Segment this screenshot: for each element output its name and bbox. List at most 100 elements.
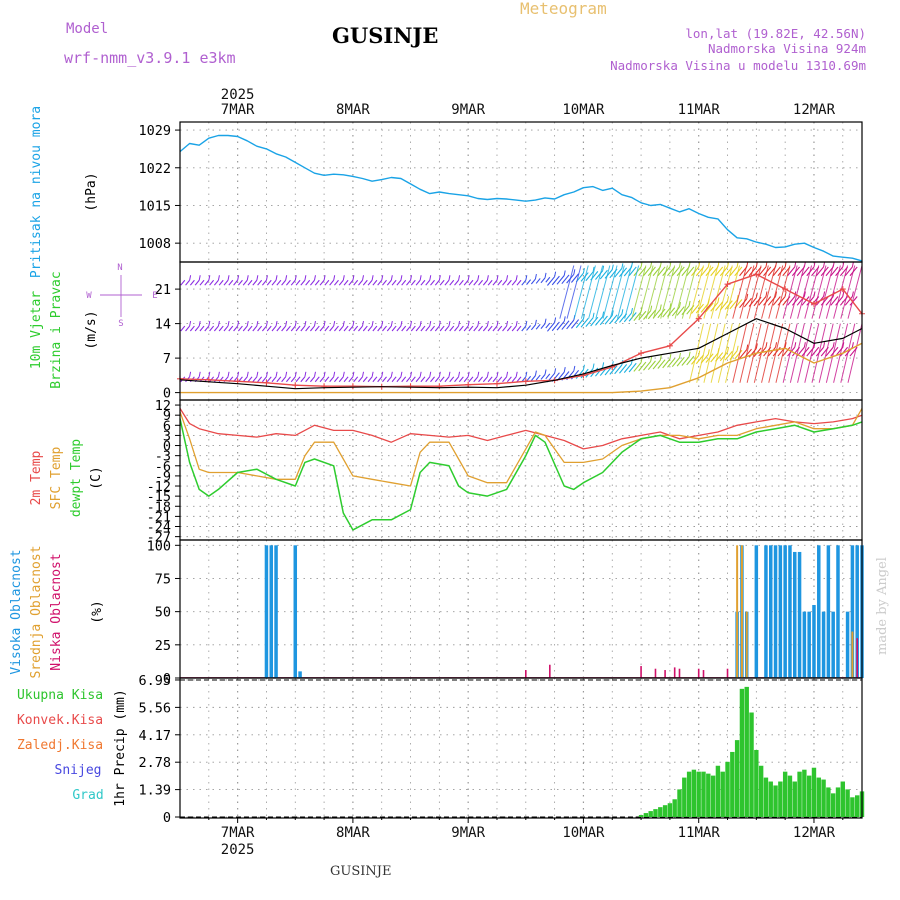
- high-cloud-bar: [797, 551, 802, 678]
- precip-bar: [830, 793, 836, 818]
- wind-hatch: [710, 323, 726, 383]
- wind-barb-tick: [265, 371, 268, 377]
- wind-barb-tick: [707, 261, 710, 268]
- wind-hatch: [703, 323, 719, 383]
- wind-barb-tick: [217, 275, 220, 281]
- wind-barb: [497, 279, 503, 286]
- wind-gust-marker: [782, 286, 789, 293]
- high-cloud-bar: [754, 545, 759, 678]
- wind-barb-tick: [669, 303, 672, 309]
- wind-barb-tick: [602, 311, 605, 317]
- wind-barb: [652, 359, 661, 370]
- precip-bar: [821, 779, 826, 818]
- wind-barb: [372, 325, 378, 332]
- wind-barb: [367, 279, 373, 286]
- wind-hatch: [818, 265, 834, 319]
- wind-barb-tick: [429, 371, 432, 377]
- wind-tick-label: 14: [155, 317, 171, 333]
- wind-barb-tick: [227, 371, 230, 377]
- wind-barb: [758, 266, 767, 277]
- wind-barb: [401, 325, 407, 332]
- wind-barb: [468, 376, 474, 383]
- wind-barb: [590, 316, 599, 327]
- wind-barb: [338, 279, 344, 286]
- wind-barb-tick: [736, 345, 739, 351]
- wind-barb: [382, 325, 387, 332]
- wind-barb: [372, 279, 378, 286]
- wind-hatch: [739, 265, 755, 319]
- wind-barb-tick: [813, 291, 816, 297]
- temp-tick-label: -24: [147, 520, 171, 536]
- low-cloud-bar: [678, 668, 681, 678]
- wind-hatch: [689, 323, 704, 383]
- wind-barb: [410, 279, 416, 286]
- wind-barb: [401, 376, 407, 383]
- precip-bar: [720, 771, 725, 818]
- wind-barb: [334, 279, 339, 286]
- wind-gust-marker: [263, 379, 270, 386]
- wind-barb-tick: [765, 261, 768, 268]
- wind-barb-tick: [275, 320, 278, 327]
- wind-barb: [686, 266, 695, 277]
- wind-barb: [391, 325, 397, 332]
- wind-barb: [487, 376, 493, 383]
- precip-bar: [749, 712, 754, 818]
- wind-barb: [295, 325, 301, 332]
- time-label-bottom: 7MAR: [221, 825, 255, 841]
- wind-barb: [434, 376, 440, 383]
- high-cloud-bar: [817, 545, 821, 678]
- low-cloud-bar: [654, 668, 657, 678]
- wind-barb-tick: [679, 352, 681, 359]
- wind-barb-tick: [313, 371, 316, 377]
- wind-barb: [382, 376, 387, 383]
- temp-tick-label: -27: [147, 530, 171, 546]
- temp-tick-label: -18: [147, 499, 171, 515]
- wind-hatch: [732, 323, 748, 383]
- wind-barb-tick: [573, 365, 576, 372]
- wind-barb: [343, 325, 349, 332]
- cloud-tick-label: 0: [163, 671, 171, 687]
- wind-hatch: [804, 323, 820, 383]
- wind-barb: [444, 376, 450, 383]
- wind-barb-tick: [313, 320, 316, 327]
- wind-barb: [535, 374, 541, 381]
- high-cloud-bar: [802, 611, 807, 678]
- time-label-top: 8MAR: [336, 102, 370, 118]
- precip-bar: [854, 795, 860, 818]
- wind-barb: [266, 376, 272, 383]
- wind-barb: [604, 269, 613, 279]
- mid-cloud-axis-title: Srednja Oblacnost: [29, 545, 44, 678]
- precip-bar: [706, 773, 711, 818]
- wind-unit-label: (m/s): [84, 310, 99, 349]
- precip-bar: [787, 775, 793, 818]
- wind-hatch: [768, 265, 784, 319]
- wind-barb: [657, 266, 666, 277]
- wind-barb: [492, 279, 498, 286]
- high-cloud-bar: [807, 611, 811, 678]
- wind-barb-tick: [246, 320, 249, 327]
- mid-cloud-bar: [851, 631, 854, 678]
- wind-barb: [454, 325, 459, 332]
- wind-barb: [439, 376, 445, 383]
- wind-barb: [614, 268, 623, 278]
- wind-barb-tick: [477, 371, 480, 377]
- temp-tick-label: 3: [163, 428, 171, 444]
- wind-barb: [449, 376, 455, 383]
- wind-barb-tick: [448, 275, 451, 281]
- wind-hatch: [761, 265, 777, 319]
- wind-barb: [511, 376, 517, 383]
- wind-barb: [671, 306, 680, 317]
- wind-barb: [449, 279, 455, 286]
- wind-barb: [830, 296, 839, 306]
- wind-barb-tick: [381, 371, 384, 377]
- wind-barb-tick: [621, 309, 624, 315]
- wind-barb-tick: [736, 294, 739, 301]
- wind-gust-marker: [349, 383, 356, 390]
- wind-barb: [830, 346, 839, 357]
- wind-barb: [623, 312, 632, 323]
- wind-barb: [430, 279, 435, 286]
- wind-barb: [719, 300, 728, 311]
- precip-tick-label: 1.39: [138, 783, 171, 799]
- wind-hatch: [566, 265, 582, 319]
- precip-bar: [677, 789, 682, 818]
